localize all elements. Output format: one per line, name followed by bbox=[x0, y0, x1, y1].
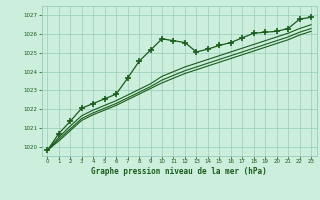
X-axis label: Graphe pression niveau de la mer (hPa): Graphe pression niveau de la mer (hPa) bbox=[91, 167, 267, 176]
